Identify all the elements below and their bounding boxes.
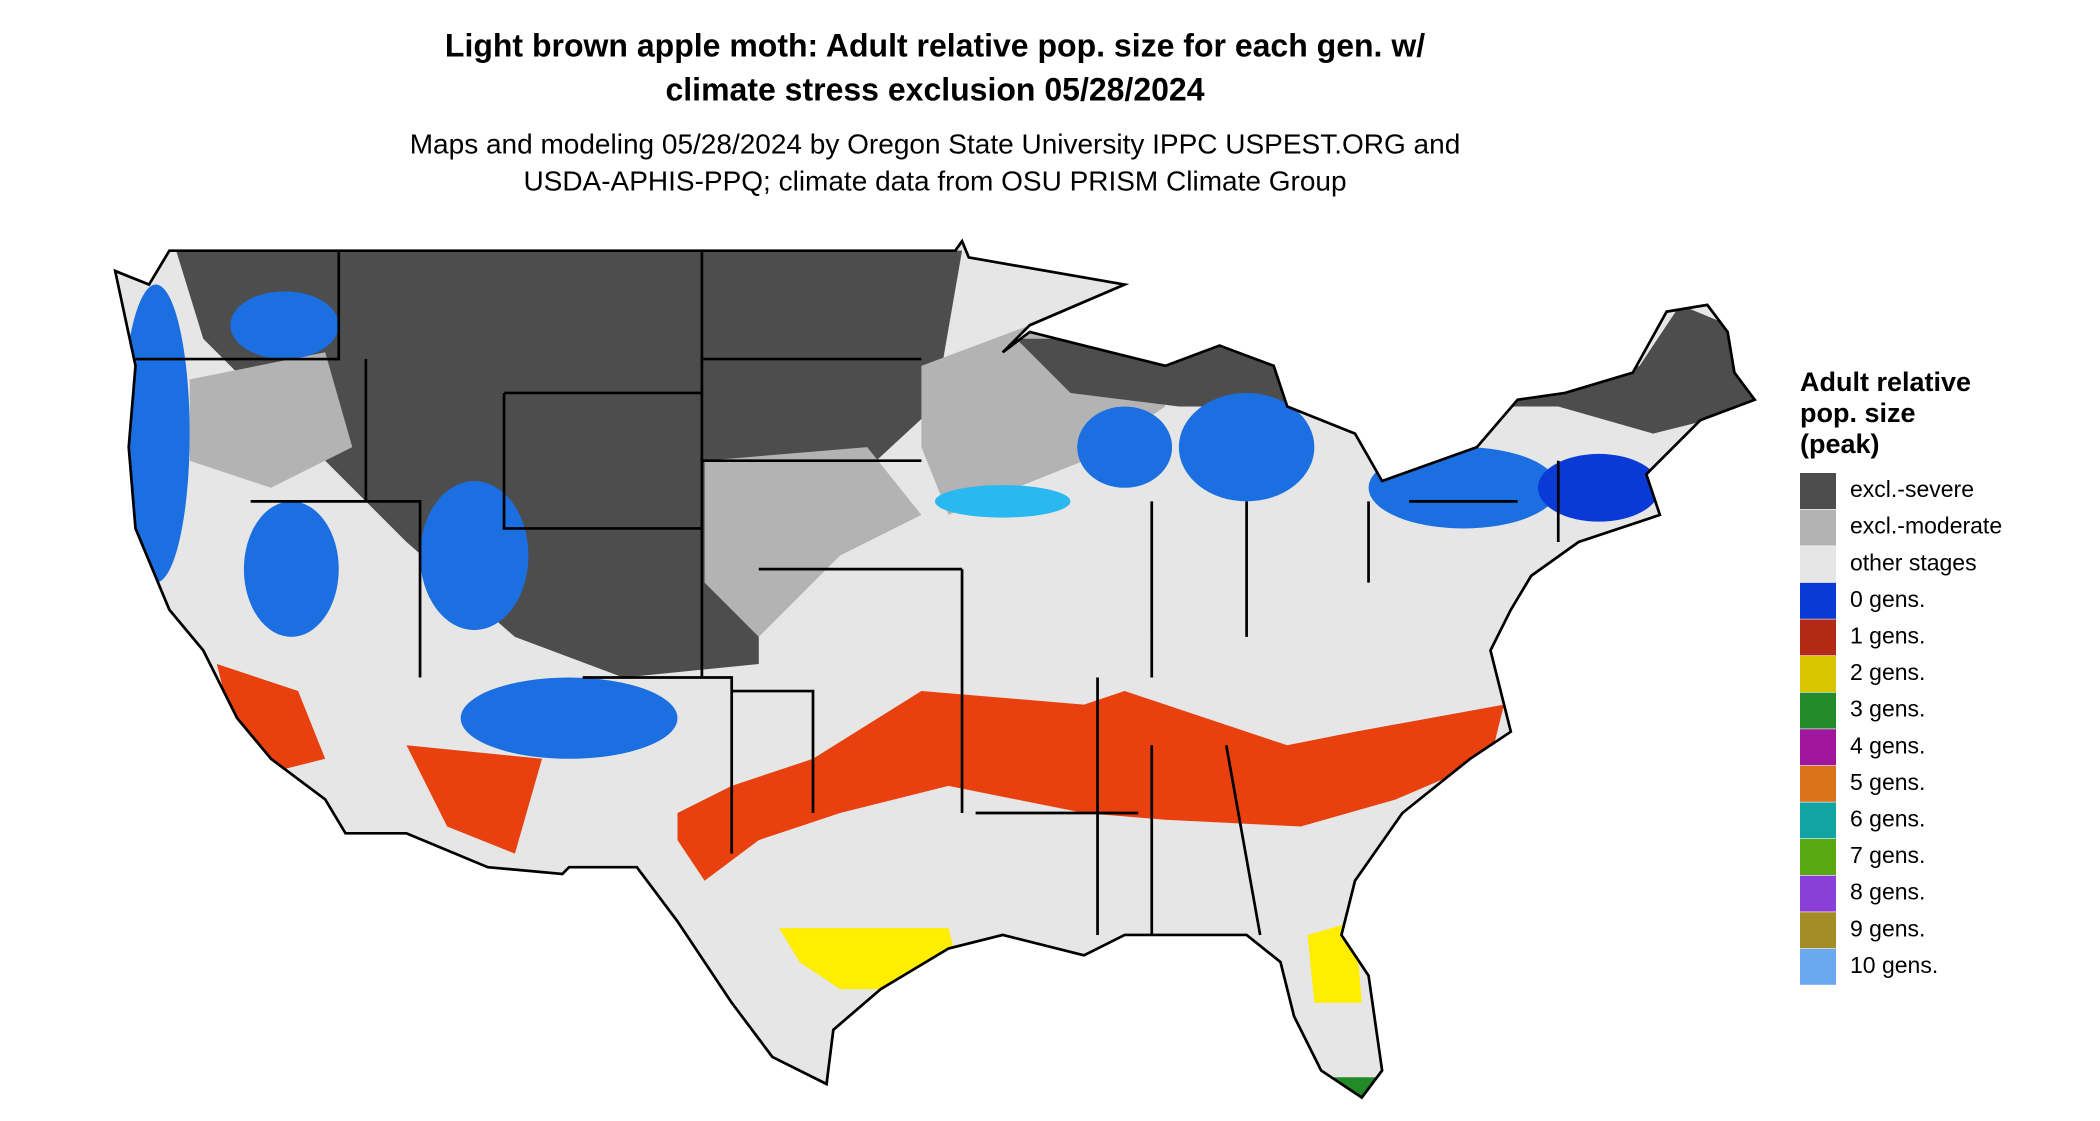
blue-zone	[1368, 447, 1559, 529]
legend-swatch	[1800, 692, 1836, 729]
legend-label: 10 gens.	[1850, 952, 1938, 978]
legend-swatch	[1800, 546, 1836, 583]
subtitle-line: Maps and modeling 05/28/2024 by Oregon S…	[410, 128, 1461, 159]
legend-swatch	[1800, 509, 1836, 546]
legend-title: (peak)	[1800, 429, 1880, 459]
severe-zone	[1016, 338, 1288, 407]
legend-swatch	[1800, 948, 1836, 985]
state-borders	[113, 239, 1757, 1099]
legend-label: excl.-moderate	[1850, 513, 2002, 539]
legend-label: 4 gens.	[1850, 732, 1925, 758]
red-zone	[216, 663, 326, 773]
legend-swatch	[1800, 656, 1836, 692]
legend-label: 0 gens.	[1850, 586, 1925, 612]
blue-zone	[460, 677, 678, 759]
legend-swatch	[1800, 582, 1836, 619]
red-zone	[677, 691, 1505, 881]
blue-zone	[230, 291, 339, 360]
blue-zone	[121, 284, 190, 583]
legend-title: Adult relative	[1800, 367, 1971, 397]
blue-zone	[1537, 453, 1660, 522]
legend-swatch	[1800, 912, 1836, 949]
legend-swatch	[1800, 619, 1836, 656]
legend-swatch	[1800, 875, 1836, 912]
legend-label: 3 gens.	[1850, 696, 1925, 722]
legend-swatch	[1800, 839, 1836, 875]
light-blue-zone	[934, 485, 1071, 518]
us-map	[113, 239, 1757, 1099]
moderate-zone	[189, 352, 353, 488]
blue-zone	[1178, 392, 1315, 502]
legend-label: 5 gens.	[1850, 769, 1925, 795]
legend-title: pop. size	[1800, 398, 1916, 428]
title-line: Light brown apple moth: Adult relative p…	[445, 27, 1425, 63]
blue-zone	[420, 481, 529, 631]
legend-label: 9 gens.	[1850, 915, 1925, 941]
legend-label: 1 gens.	[1850, 622, 1925, 648]
legend-swatch	[1800, 473, 1836, 509]
legend-label: excl.-severe	[1850, 476, 1974, 502]
legend-label: 2 gens.	[1850, 659, 1925, 685]
blue-zone	[1077, 406, 1173, 488]
legend-label: 6 gens.	[1850, 805, 1925, 831]
legend-label: 8 gens.	[1850, 879, 1925, 905]
title-line: climate stress exclusion 05/28/2024	[665, 71, 1204, 107]
red-zone	[406, 745, 542, 854]
moderate-zone	[704, 447, 922, 637]
legend-swatch	[1800, 765, 1836, 802]
map-fill	[121, 250, 1755, 1098]
severe-zone	[176, 250, 963, 678]
legend-swatch	[1800, 802, 1836, 839]
legend-label: 7 gens.	[1850, 842, 1925, 868]
subtitle-line: USDA-APHIS-PPQ; climate data from OSU PR…	[523, 165, 1346, 196]
legend-label: other stages	[1850, 549, 1977, 575]
blue-zone	[243, 501, 339, 637]
legend-swatch	[1800, 729, 1836, 766]
yellow-zone	[1307, 921, 1362, 1003]
severe-zone	[1476, 304, 1755, 434]
